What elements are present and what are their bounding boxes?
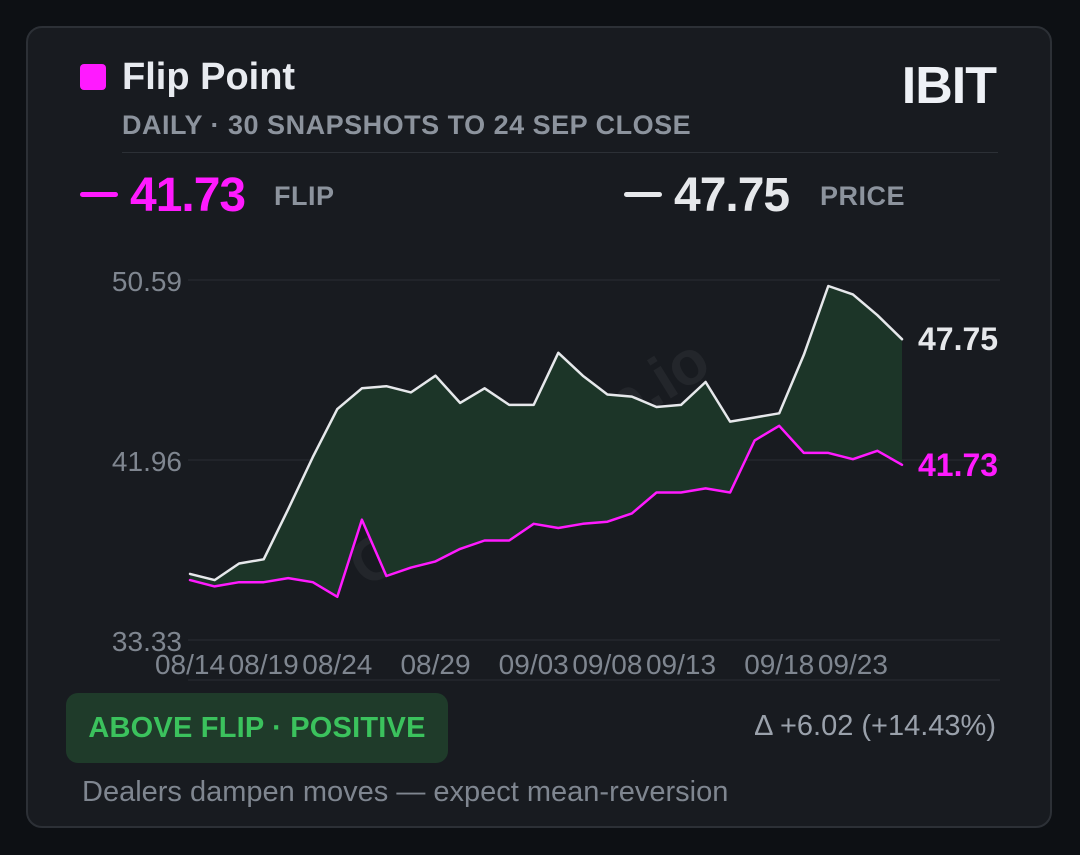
x-tick-label-7: 09/18 (744, 649, 814, 680)
card-subtitle: DAILY · 30 SNAPSHOTS TO 24 SEP CLOSE (122, 110, 692, 140)
x-tick-label-5: 09/08 (572, 649, 642, 680)
y-tick-label-2: 33.33 (112, 626, 182, 657)
price-series-line (188, 284, 904, 582)
flip-point-card: Flip Point IBIT DAILY · 30 SNAPSHOTS TO … (26, 26, 1052, 828)
x-tick-label-2: 08/24 (302, 649, 372, 680)
price-end-label: 47.75 (918, 321, 998, 357)
y-tick-label-0: 50.59 (112, 266, 182, 297)
flip-end-label: 41.73 (918, 447, 998, 483)
delta-readout: Δ +6.02 (+14.43%) (754, 710, 996, 742)
card-title: Flip Point (122, 56, 296, 98)
x-tick-label-8: 09/23 (818, 649, 888, 680)
flip-label: FLIP (274, 181, 335, 211)
x-tick-label-0: 08/14 (155, 649, 225, 680)
flip-value: 41.73 (130, 169, 246, 222)
header-divider (122, 152, 998, 153)
ticker-symbol: IBIT (901, 57, 997, 115)
price-value: 47.75 (674, 169, 790, 222)
flip-legend-swatch (80, 64, 106, 90)
x-tick-label-4: 09/03 (499, 649, 569, 680)
status-badge: ABOVE FLIP · POSITIVE (66, 693, 448, 763)
x-tick-label-3: 08/29 (400, 649, 470, 680)
flip-line-dash (80, 192, 118, 197)
x-tick-label-6: 09/13 (646, 649, 716, 680)
price-line-dash (624, 192, 662, 197)
price-label: PRICE (820, 181, 906, 211)
y-tick-label-1: 41.96 (112, 446, 182, 477)
status-note: Dealers dampen moves — expect mean-rever… (82, 776, 729, 808)
flip-series-line (188, 424, 904, 599)
spread-area (190, 286, 902, 597)
flip-price-chart: GammaFlip.io50.5941.9633.3308/1408/1908/… (112, 266, 1000, 681)
x-tick-label-1: 08/19 (229, 649, 299, 680)
